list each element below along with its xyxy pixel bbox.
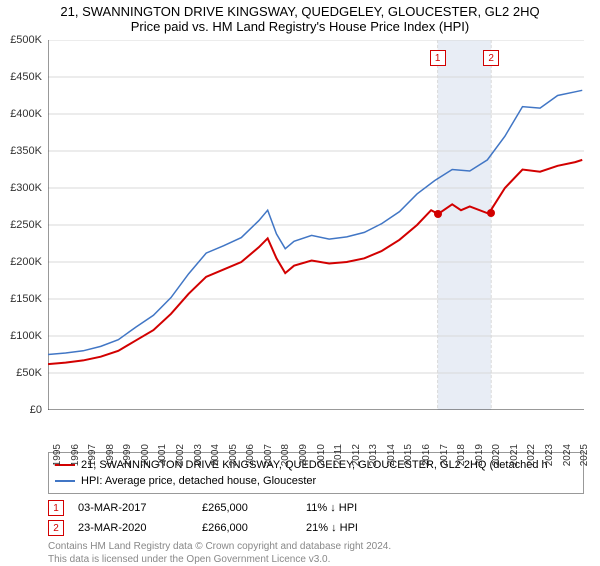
legend-swatch xyxy=(55,480,75,482)
x-tick-label: 2003 xyxy=(193,444,204,474)
x-tick-label: 2010 xyxy=(316,444,327,474)
sale-row-marker: 2 xyxy=(48,520,64,536)
sale-dot xyxy=(434,210,442,218)
y-tick-label: £350K xyxy=(10,145,42,157)
sale-date: 03-MAR-2017 xyxy=(78,502,188,514)
x-tick-label: 2016 xyxy=(421,444,432,474)
y-tick-label: £300K xyxy=(10,182,42,194)
legend-label: HPI: Average price, detached house, Glou… xyxy=(81,475,316,487)
x-tick-label: 2015 xyxy=(403,444,414,474)
x-tick-label: 2021 xyxy=(509,444,520,474)
sale-note: 21% ↓ HPI xyxy=(306,522,396,534)
sale-date: 23-MAR-2020 xyxy=(78,522,188,534)
x-tick-label: 2005 xyxy=(228,444,239,474)
x-tick-label: 1996 xyxy=(70,444,81,474)
x-tick-label: 1997 xyxy=(87,444,98,474)
y-tick-label: £250K xyxy=(10,219,42,231)
chart-container: 21, SWANNINGTON DRIVE KINGSWAY, QUEDGELE… xyxy=(0,0,600,560)
x-tick-label: 2004 xyxy=(210,444,221,474)
y-tick-label: £50K xyxy=(16,367,42,379)
y-tick-label: £500K xyxy=(10,34,42,46)
x-tick-label: 1999 xyxy=(122,444,133,474)
x-tick-label: 2019 xyxy=(474,444,485,474)
x-tick-label: 2011 xyxy=(333,444,344,474)
x-tick-label: 2000 xyxy=(140,444,151,474)
x-tick-label: 2001 xyxy=(157,444,168,474)
x-tick-label: 2012 xyxy=(351,444,362,474)
x-tick-label: 2018 xyxy=(456,444,467,474)
sale-price: £266,000 xyxy=(202,522,292,534)
x-tick-label: 1995 xyxy=(52,444,63,474)
sales-table: 1 03-MAR-2017 £265,000 11% ↓ HPI 2 23-MAR-202… xyxy=(48,498,584,538)
x-tick-label: 1998 xyxy=(105,444,116,474)
sale-row: 1 03-MAR-2017 £265,000 11% ↓ HPI xyxy=(48,498,584,518)
chart-area: £0£50K£100K£150K£200K£250K£300K£350K£400… xyxy=(48,40,584,410)
sale-marker-box: 2 xyxy=(483,50,499,66)
sale-dot xyxy=(487,209,495,217)
x-tick-label: 2008 xyxy=(280,444,291,474)
x-tick-label: 2023 xyxy=(544,444,555,474)
sale-marker-box: 1 xyxy=(430,50,446,66)
x-tick-label: 2013 xyxy=(368,444,379,474)
x-tick-label: 2025 xyxy=(579,444,590,474)
y-axis: £0£50K£100K£150K£200K£250K£300K£350K£400… xyxy=(0,40,44,410)
y-tick-label: £400K xyxy=(10,108,42,120)
legend-item: HPI: Average price, detached house, Glou… xyxy=(55,473,577,489)
chart-plot xyxy=(48,40,584,410)
y-tick-label: £150K xyxy=(10,293,42,305)
y-tick-label: £450K xyxy=(10,71,42,83)
y-tick-label: £100K xyxy=(10,330,42,342)
sale-note: 11% ↓ HPI xyxy=(306,502,396,514)
sale-row: 2 23-MAR-2020 £266,000 21% ↓ HPI xyxy=(48,518,584,538)
x-tick-label: 2022 xyxy=(526,444,537,474)
x-tick-label: 2002 xyxy=(175,444,186,474)
y-tick-label: £200K xyxy=(10,256,42,268)
y-tick-label: £0 xyxy=(30,404,42,416)
sale-row-marker: 1 xyxy=(48,500,64,516)
x-tick-label: 2017 xyxy=(439,444,450,474)
x-tick-label: 2007 xyxy=(263,444,274,474)
footer: Contains HM Land Registry data © Crown c… xyxy=(48,540,584,566)
footer-line1: Contains HM Land Registry data © Crown c… xyxy=(48,540,584,553)
chart-title: 21, SWANNINGTON DRIVE KINGSWAY, QUEDGELE… xyxy=(0,0,600,19)
chart-subtitle: Price paid vs. HM Land Registry's House … xyxy=(0,19,600,40)
x-tick-label: 2014 xyxy=(386,444,397,474)
x-tick-label: 2024 xyxy=(562,444,573,474)
sale-price: £265,000 xyxy=(202,502,292,514)
x-tick-label: 2006 xyxy=(245,444,256,474)
x-tick-label: 2009 xyxy=(298,444,309,474)
x-tick-label: 2020 xyxy=(491,444,502,474)
